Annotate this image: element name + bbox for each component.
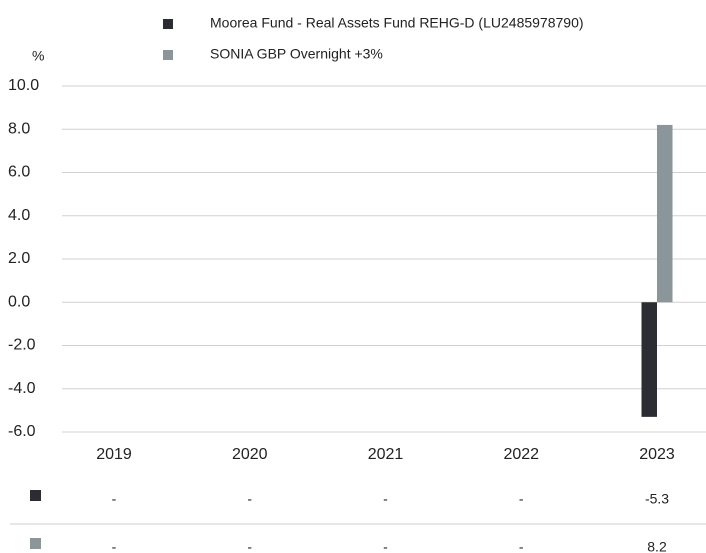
y-tick-label: -4.0: [8, 380, 36, 397]
table-cell: -: [247, 539, 252, 553]
x-tick-label: 2022: [503, 446, 539, 463]
x-tick-label: 2023: [639, 446, 675, 463]
y-tick-label: 2.0: [8, 250, 30, 267]
y-tick-label: 6.0: [8, 164, 30, 181]
y-tick-label: -6.0: [8, 423, 36, 440]
table-cell: -: [519, 491, 524, 507]
x-tick-label: 2020: [232, 446, 268, 463]
table-cell: -: [383, 539, 388, 553]
y-tick-label: -2.0: [8, 337, 36, 354]
table-cell: -: [383, 491, 388, 507]
y-tick-label: 8.0: [8, 120, 30, 137]
x-tick-label: 2021: [368, 446, 404, 463]
legend-swatch: [163, 50, 173, 60]
y-tick-label: 10.0: [8, 77, 39, 94]
y-axis-label: %: [32, 48, 44, 64]
x-tick-label: 2019: [96, 446, 132, 463]
legend-swatch: [163, 19, 173, 29]
bar: [657, 124, 673, 303]
bar: [641, 302, 657, 417]
table-row-swatch: [30, 490, 41, 501]
y-tick-label: 4.0: [8, 207, 30, 224]
y-tick-label: 0.0: [8, 293, 30, 310]
table-cell: -: [519, 539, 524, 553]
table-cell: -: [247, 491, 252, 507]
table-row-swatch: [30, 538, 41, 549]
table-cell: -: [112, 539, 117, 553]
table-cell: -5.3: [645, 491, 669, 507]
table-cell: 8.2: [647, 539, 667, 553]
table-cell: -: [112, 491, 117, 507]
legend-label: Moorea Fund - Real Assets Fund REHG-D (L…: [210, 15, 584, 31]
legend-label: SONIA GBP Overnight +3%: [210, 46, 383, 62]
